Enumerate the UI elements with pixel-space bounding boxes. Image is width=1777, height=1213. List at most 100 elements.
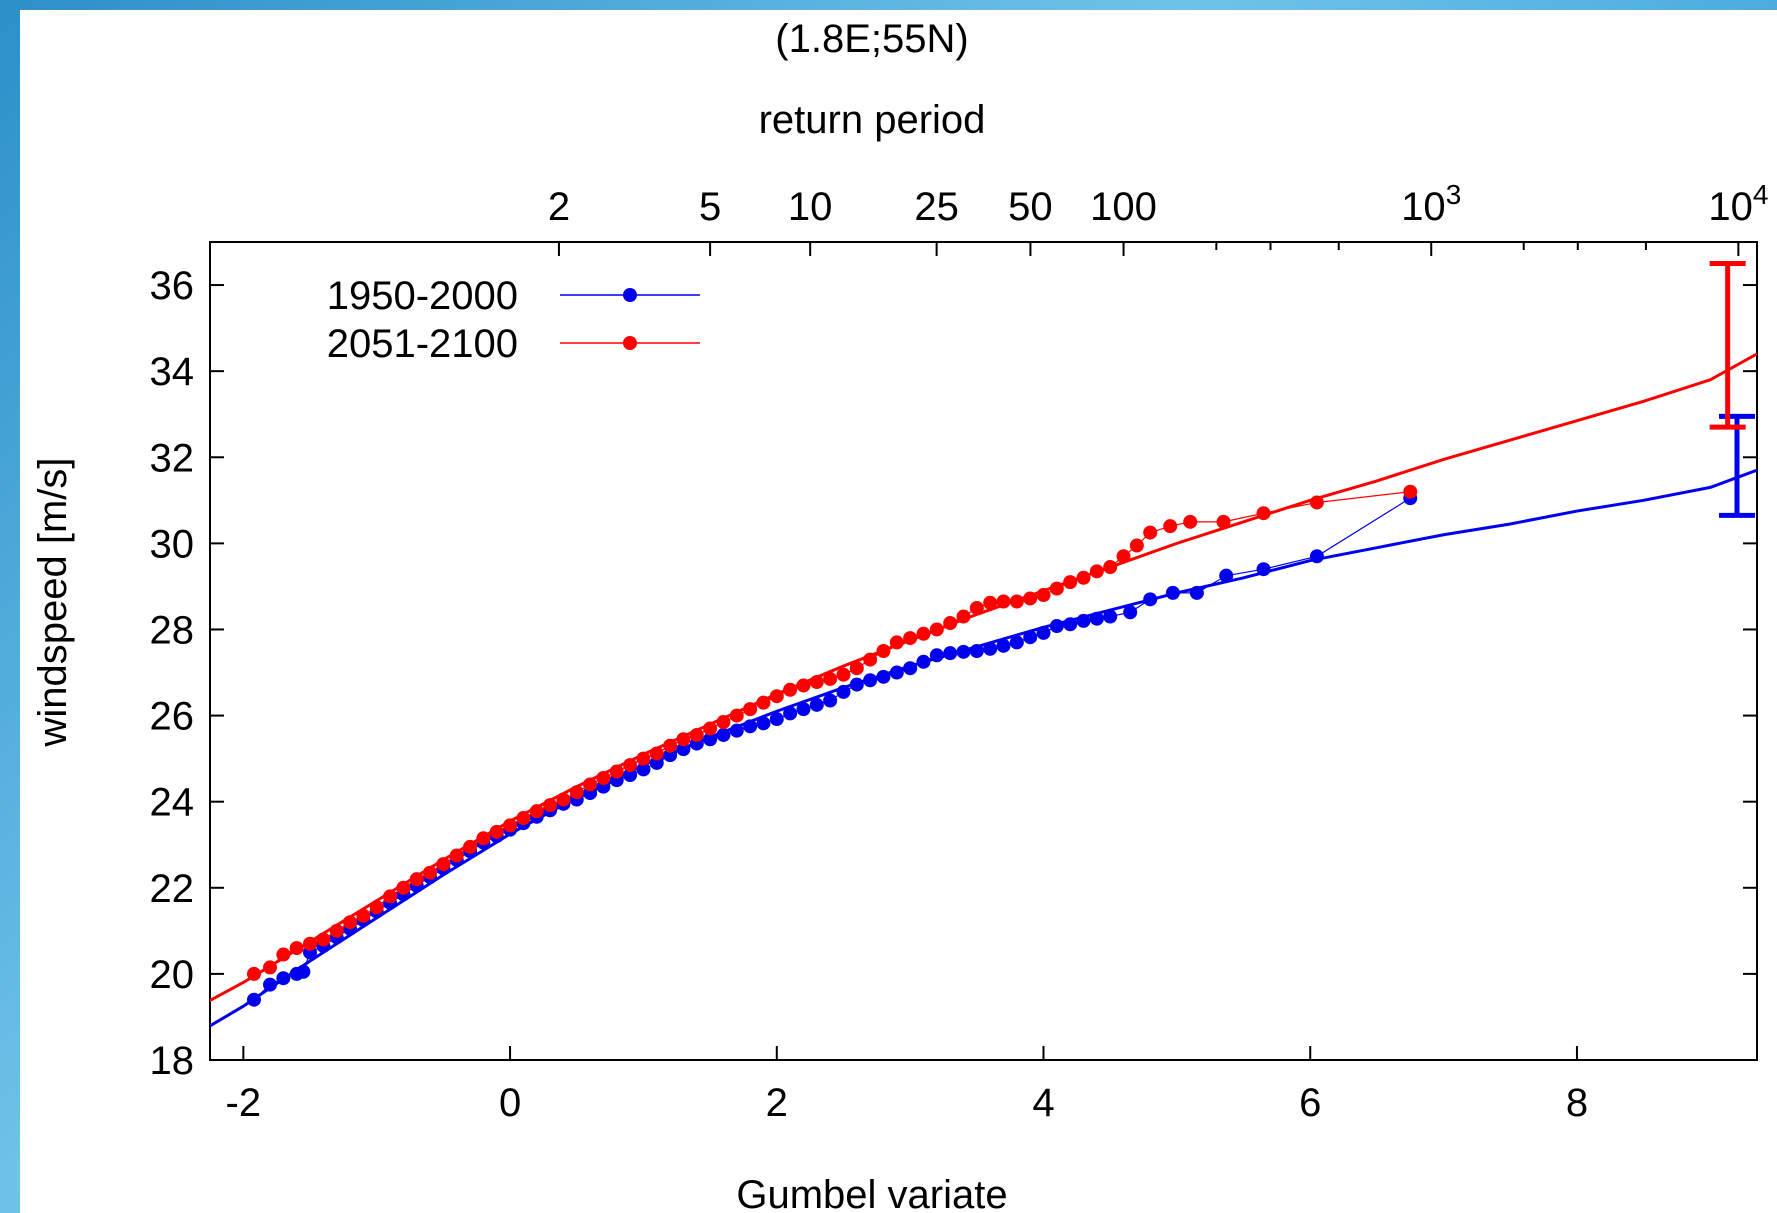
data-point [1183, 514, 1198, 529]
data-point [1163, 519, 1178, 534]
series-1950-2000 [210, 413, 1757, 1028]
data-point [823, 671, 838, 686]
data-point [476, 831, 491, 846]
data-point [316, 932, 331, 947]
data-point [289, 941, 304, 956]
legend-marker [623, 336, 637, 350]
data-point [876, 644, 891, 658]
data-point [809, 674, 824, 689]
data-point [1049, 581, 1064, 596]
x2-tick-label: 5 [699, 185, 721, 229]
data-point [247, 966, 262, 981]
data-point [1076, 613, 1091, 628]
x2-axis-label: return period [759, 98, 986, 142]
data-point [1143, 525, 1158, 540]
data-point [903, 631, 918, 646]
data-point [756, 695, 771, 710]
data-point [1165, 585, 1180, 600]
data-point [409, 872, 424, 887]
data-point [849, 677, 864, 692]
data-point [449, 848, 464, 863]
data-point [916, 654, 931, 669]
data-point [369, 900, 384, 915]
data-point [1143, 592, 1158, 607]
data-point [716, 715, 731, 730]
data-point [1023, 630, 1038, 645]
data-point [983, 641, 998, 656]
data-point [863, 673, 878, 688]
y-axis-label: windspeed [m/s] [31, 457, 75, 747]
x-tick-label: 4 [1032, 1081, 1054, 1125]
x2-tick-label: 25 [914, 185, 959, 229]
data-point [769, 689, 784, 704]
data-point [996, 594, 1011, 609]
data-point [863, 652, 878, 667]
x2-tick-label: 104 [1708, 179, 1768, 229]
data-point [1116, 549, 1131, 564]
data-point [1089, 611, 1104, 626]
data-point [623, 767, 638, 782]
x-tick-label: 6 [1299, 1081, 1321, 1125]
y-tick-label: 26 [150, 695, 195, 739]
data-point [1256, 506, 1271, 521]
data-point [356, 908, 371, 923]
data-point [583, 777, 598, 792]
data-point [743, 719, 758, 734]
data-point [503, 818, 518, 833]
plot-area [210, 261, 1757, 1028]
data-point [1189, 585, 1204, 600]
y-tick-label: 24 [150, 781, 195, 825]
data-point [529, 804, 544, 819]
data-point [609, 764, 624, 779]
data-point [756, 716, 771, 731]
x-tick-label: 0 [499, 1081, 521, 1125]
data-point [596, 771, 611, 786]
data-line [253, 491, 1411, 975]
data-point [876, 669, 891, 684]
data-point [676, 732, 691, 747]
x2-tick-label: 100 [1090, 185, 1157, 229]
data-point [956, 644, 971, 659]
data-point [969, 600, 984, 615]
data-point [329, 923, 344, 938]
data-point [729, 723, 744, 738]
data-point [649, 746, 664, 761]
data-point [1009, 635, 1024, 650]
data-point [636, 762, 651, 777]
data-point [783, 682, 798, 697]
data-point [983, 595, 998, 610]
data-point [889, 665, 904, 680]
data-point [783, 706, 798, 721]
data-point [1009, 594, 1024, 609]
data-point [247, 992, 262, 1007]
gumbel-plot: (1.8E;55N) return period Gumbel variate … [31, 17, 1769, 1213]
y-tick-label: 18 [150, 1039, 195, 1083]
y-tick-label: 32 [150, 436, 195, 480]
y-tick-label: 34 [150, 350, 195, 394]
y-tick-label: 20 [150, 953, 195, 997]
data-point [929, 622, 944, 637]
y-tick-label: 28 [150, 608, 195, 652]
chart-panel: (1.8E;55N) return period Gumbel variate … [20, 10, 1777, 1213]
data-point [263, 960, 278, 975]
data-point [296, 964, 311, 979]
x2-tick-label: 50 [1008, 185, 1053, 229]
data-point [796, 678, 811, 693]
data-point [743, 702, 758, 717]
data-point [916, 626, 931, 641]
data-point [543, 798, 558, 813]
data-point [969, 644, 984, 658]
x2-tick-label: 103 [1401, 179, 1461, 229]
data-point [943, 646, 958, 661]
data-point [556, 792, 571, 807]
data-point [1103, 609, 1118, 624]
x-axis-label: Gumbel variate [736, 1173, 1007, 1213]
data-point [423, 865, 438, 880]
x-tick-label: -2 [226, 1081, 262, 1125]
data-line [253, 497, 1411, 1001]
data-point [1036, 588, 1051, 603]
y-tick-label: 36 [150, 264, 195, 308]
x2-tick-label: 10 [788, 185, 833, 229]
data-point [276, 971, 291, 986]
